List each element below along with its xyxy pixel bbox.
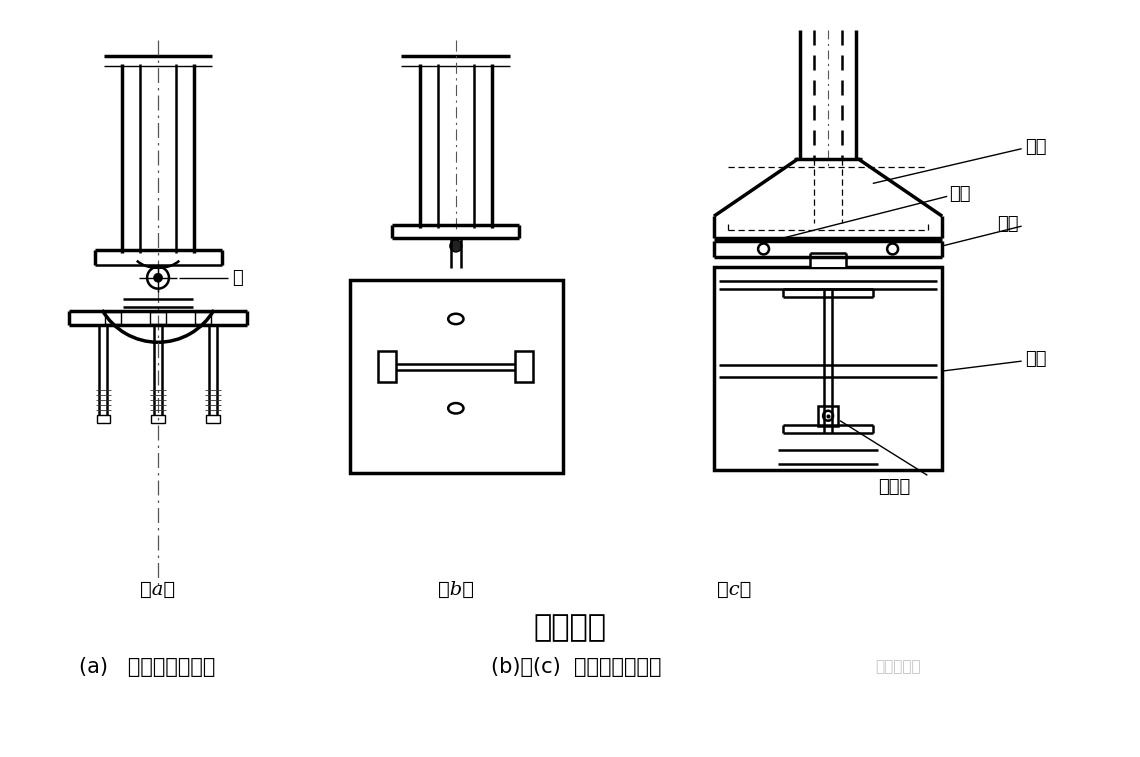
Text: 柱脚型式: 柱脚型式 [534, 612, 606, 642]
Text: 靴梁: 靴梁 [1025, 138, 1047, 156]
Bar [150, 313, 166, 325]
Text: 钢结构设计: 钢结构设计 [874, 659, 920, 674]
Bar [811, 253, 846, 266]
Text: （b）: （b） [438, 581, 474, 600]
Text: 轴: 轴 [233, 269, 243, 287]
Text: 锚栓: 锚栓 [950, 185, 970, 204]
Circle shape [450, 240, 462, 252]
Bar [350, 280, 563, 473]
Bar [378, 350, 397, 382]
Text: 零件板: 零件板 [878, 478, 910, 496]
Bar [205, 415, 220, 422]
Bar [152, 415, 165, 422]
Bar [195, 313, 211, 325]
Text: (b)、(c)  平板式铰接柱脚: (b)、(c) 平板式铰接柱脚 [490, 657, 661, 677]
Text: (a)   轴承式铰接柱脚: (a) 轴承式铰接柱脚 [79, 657, 215, 677]
Text: （a）: （a） [140, 581, 176, 600]
Bar [714, 266, 943, 470]
Bar [515, 350, 534, 382]
Bar [97, 415, 111, 422]
Text: 隔板: 隔板 [1025, 350, 1047, 368]
Text: 底板: 底板 [996, 215, 1018, 233]
Bar [819, 406, 838, 425]
Bar [105, 313, 121, 325]
Circle shape [154, 273, 163, 282]
Text: （c）: （c） [717, 581, 751, 600]
